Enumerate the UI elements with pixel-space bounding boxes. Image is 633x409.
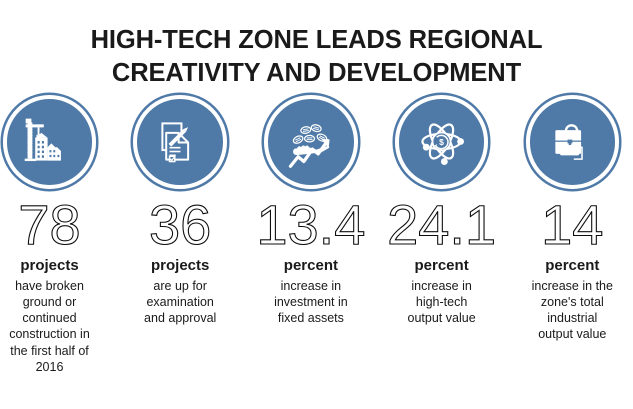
- svg-text:$: $: [439, 137, 444, 147]
